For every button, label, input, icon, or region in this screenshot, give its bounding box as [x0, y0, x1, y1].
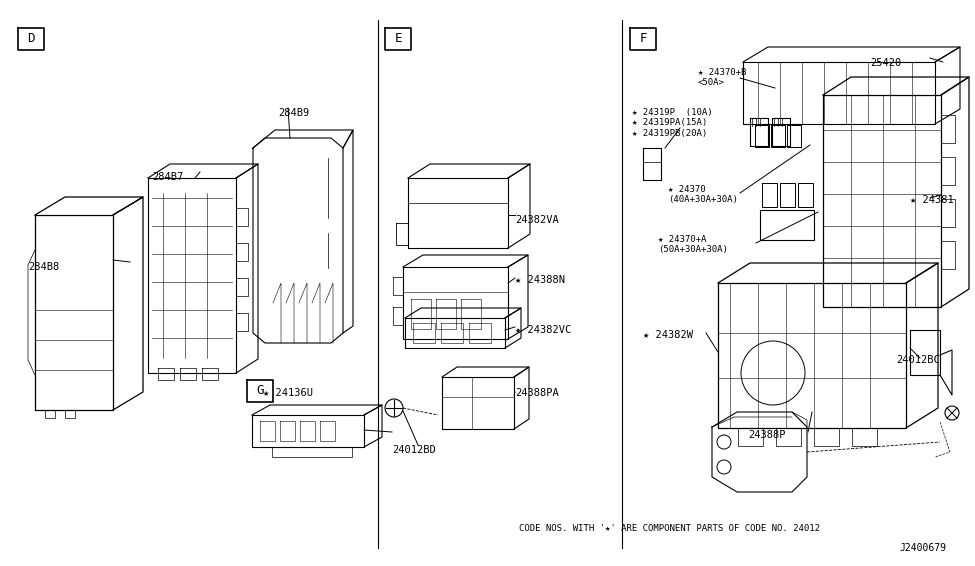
Text: ★ 24382VC: ★ 24382VC: [515, 325, 571, 335]
Text: ★ 24388N: ★ 24388N: [515, 275, 565, 285]
Text: ★ 24319P  (10A)
★ 24319PA(15A)
★ 24319PB(20A): ★ 24319P (10A) ★ 24319PA(15A) ★ 24319PB(…: [632, 108, 713, 138]
Text: ★ 24370+A
(50A+30A+30A): ★ 24370+A (50A+30A+30A): [658, 235, 728, 254]
Text: 24382VA: 24382VA: [515, 215, 559, 225]
Text: ★ 24381: ★ 24381: [910, 195, 954, 205]
Text: ★ 24370+B
<50A>: ★ 24370+B <50A>: [698, 68, 747, 87]
Text: F: F: [640, 32, 646, 45]
Text: CODE NOS. WITH '★' ARE COMPONENT PARTS OF CODE NO. 24012: CODE NOS. WITH '★' ARE COMPONENT PARTS O…: [519, 524, 820, 533]
Text: 24388PA: 24388PA: [515, 388, 559, 398]
Text: 24012BC: 24012BC: [896, 355, 940, 365]
Text: G: G: [256, 384, 264, 397]
Text: 284B8: 284B8: [28, 262, 59, 272]
Text: 25420: 25420: [870, 58, 901, 68]
Text: 284B7: 284B7: [152, 172, 183, 182]
Text: 284B9: 284B9: [278, 108, 309, 118]
Text: ★ 24136U: ★ 24136U: [263, 388, 313, 398]
Text: 24388P: 24388P: [748, 430, 786, 440]
Text: J2400679: J2400679: [899, 543, 946, 553]
Text: ★ 24382W: ★ 24382W: [643, 330, 693, 340]
Text: D: D: [27, 32, 35, 45]
Text: 24012BD: 24012BD: [392, 445, 436, 455]
Text: E: E: [394, 32, 402, 45]
Text: ★ 24370
(40A+30A+30A): ★ 24370 (40A+30A+30A): [668, 185, 738, 204]
